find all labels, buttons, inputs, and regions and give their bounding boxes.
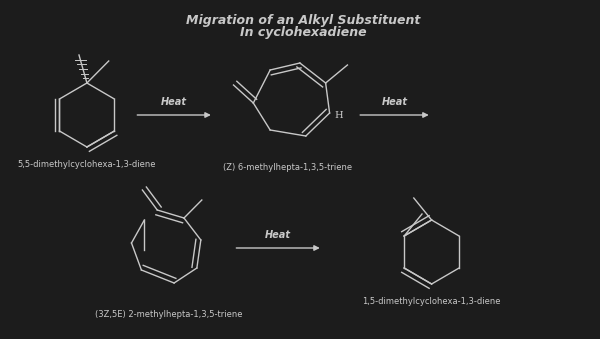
Text: 1,5-dimethylcyclohexa-1,3-diene: 1,5-dimethylcyclohexa-1,3-diene xyxy=(362,297,501,306)
Text: 5,5-dimethylcyclohexa-1,3-diene: 5,5-dimethylcyclohexa-1,3-diene xyxy=(17,160,156,169)
Text: In cyclohexadiene: In cyclohexadiene xyxy=(239,26,366,39)
Text: H: H xyxy=(335,111,343,120)
Text: Heat: Heat xyxy=(265,230,291,240)
Text: (3Z,5E) 2-methylhepta-1,3,5-triene: (3Z,5E) 2-methylhepta-1,3,5-triene xyxy=(95,310,243,319)
Text: (Z) 6-methylhepta-1,3,5-triene: (Z) 6-methylhepta-1,3,5-triene xyxy=(223,163,353,172)
Text: Heat: Heat xyxy=(161,97,187,107)
Text: Migration of an Alkyl Substituent: Migration of an Alkyl Substituent xyxy=(185,14,420,27)
Text: Heat: Heat xyxy=(382,97,407,107)
